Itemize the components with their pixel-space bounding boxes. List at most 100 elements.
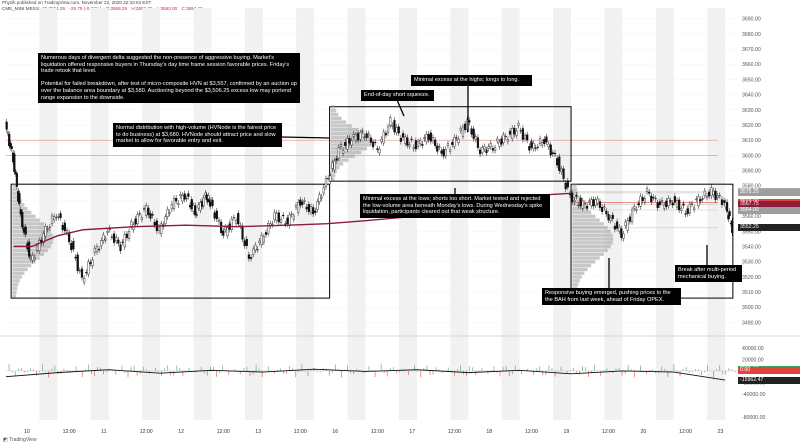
candle-body bbox=[658, 201, 661, 206]
candle-body bbox=[682, 203, 685, 206]
volume-profile-bar bbox=[12, 191, 19, 196]
candle-body bbox=[78, 270, 81, 272]
candle-body bbox=[260, 234, 263, 245]
candle-body bbox=[673, 196, 676, 203]
candle-body bbox=[342, 150, 345, 154]
annotation-normal-distribution: Normal distribution with high-volume (HV… bbox=[113, 123, 282, 147]
candle-body bbox=[457, 139, 460, 143]
candle-body bbox=[10, 146, 13, 149]
candle-body bbox=[573, 200, 576, 202]
candle-body bbox=[603, 206, 606, 209]
candle-body bbox=[596, 198, 599, 204]
volume-profile-bar bbox=[572, 214, 596, 218]
volume-profile-bar bbox=[330, 112, 339, 117]
candle-body bbox=[478, 149, 482, 155]
candle-body bbox=[406, 137, 409, 146]
candle-body bbox=[703, 190, 706, 196]
candle-body bbox=[378, 148, 381, 154]
candle-body bbox=[68, 232, 71, 243]
y-tick-label: 3520.00 bbox=[742, 275, 761, 281]
candle-body bbox=[545, 136, 548, 143]
candle-body bbox=[493, 147, 497, 151]
volume-profile-bar bbox=[572, 248, 608, 253]
candle-body bbox=[665, 200, 668, 207]
candle-body bbox=[708, 191, 711, 197]
indicator-tag: -15962.47 bbox=[738, 376, 800, 384]
y-tick-label: 3650.00 bbox=[742, 77, 761, 83]
session-shade bbox=[39, 8, 58, 420]
volume-profile-bar bbox=[12, 229, 51, 234]
candle-body bbox=[521, 128, 524, 140]
candle-body bbox=[464, 123, 467, 130]
candle-body bbox=[513, 127, 516, 135]
candle-body bbox=[50, 215, 54, 224]
volume-profile-bar bbox=[330, 158, 349, 162]
y-tick-label: 3540.00 bbox=[742, 244, 761, 250]
candle-body bbox=[142, 208, 146, 210]
candle-body bbox=[506, 139, 510, 142]
volume-profile-bar bbox=[572, 244, 611, 249]
candle-body bbox=[590, 199, 593, 206]
candle-body bbox=[104, 238, 107, 241]
candle-body bbox=[305, 206, 308, 210]
volume-profile-bar bbox=[330, 146, 368, 151]
indicator-tag: 0.00 bbox=[738, 367, 800, 375]
candle-body bbox=[404, 136, 407, 144]
symbol-label: CME_MINI:MES1!, 15 bbox=[2, 5, 48, 11]
candle-body bbox=[361, 130, 364, 132]
candle-body bbox=[344, 141, 347, 146]
candle-body bbox=[183, 193, 186, 200]
candle-body bbox=[618, 226, 621, 232]
candle-body bbox=[571, 192, 574, 202]
indicator-y-tick-label: 20000.00 bbox=[742, 357, 764, 363]
candle-body bbox=[125, 233, 129, 239]
candle-body bbox=[622, 233, 625, 239]
candle-body bbox=[663, 204, 666, 209]
candle-body bbox=[588, 200, 591, 203]
candle-body bbox=[528, 146, 531, 151]
candle-body bbox=[6, 132, 10, 134]
x-tick-label: 13 bbox=[255, 429, 261, 435]
candle-body bbox=[245, 238, 248, 246]
price-tag: 3552.25 bbox=[738, 224, 800, 232]
candle-body bbox=[607, 213, 610, 221]
volume-profile-bar bbox=[572, 184, 577, 188]
volume-profile-bar bbox=[572, 282, 579, 287]
balance-area-box bbox=[329, 106, 572, 182]
x-tick-label: 11 bbox=[101, 429, 106, 435]
candle-body bbox=[256, 249, 259, 251]
y-tick-label: 3680.00 bbox=[742, 32, 761, 38]
candle-body bbox=[8, 133, 11, 147]
x-tick-label: 12:00 bbox=[448, 429, 461, 435]
candle-body bbox=[690, 203, 694, 205]
candle-body bbox=[487, 146, 490, 149]
candle-body bbox=[130, 221, 133, 227]
volume-profile-bar bbox=[330, 135, 370, 139]
candle-body bbox=[102, 234, 105, 241]
x-tick-label: 12:00 bbox=[140, 429, 153, 435]
candle-body bbox=[134, 218, 137, 225]
annotation-minimal-excess-highs: Minimal excess at the highs; longs to lo… bbox=[411, 75, 532, 86]
candle-body bbox=[15, 173, 19, 187]
volume-profile-bar bbox=[572, 275, 582, 279]
volume-profile-bar bbox=[12, 286, 18, 291]
volume-profile-bar bbox=[330, 177, 335, 181]
candle-body bbox=[583, 203, 587, 205]
volume-profile-bar bbox=[572, 222, 604, 226]
candle-body bbox=[489, 143, 492, 148]
volume-profile-bar bbox=[12, 267, 28, 272]
candle-body bbox=[61, 224, 64, 231]
x-tick-label: 12:00 bbox=[679, 429, 692, 435]
candle-body bbox=[455, 137, 458, 139]
candle-body bbox=[151, 214, 154, 216]
candle-body bbox=[476, 137, 480, 148]
candle-body bbox=[566, 180, 569, 188]
candle-body bbox=[688, 203, 691, 214]
candle-body bbox=[645, 188, 649, 192]
candle-body bbox=[329, 175, 332, 182]
candle-body bbox=[693, 207, 696, 210]
candle-body bbox=[14, 172, 17, 174]
tradingview-logo-icon: ◩ bbox=[3, 437, 8, 443]
volume-profile-bar bbox=[12, 214, 36, 218]
